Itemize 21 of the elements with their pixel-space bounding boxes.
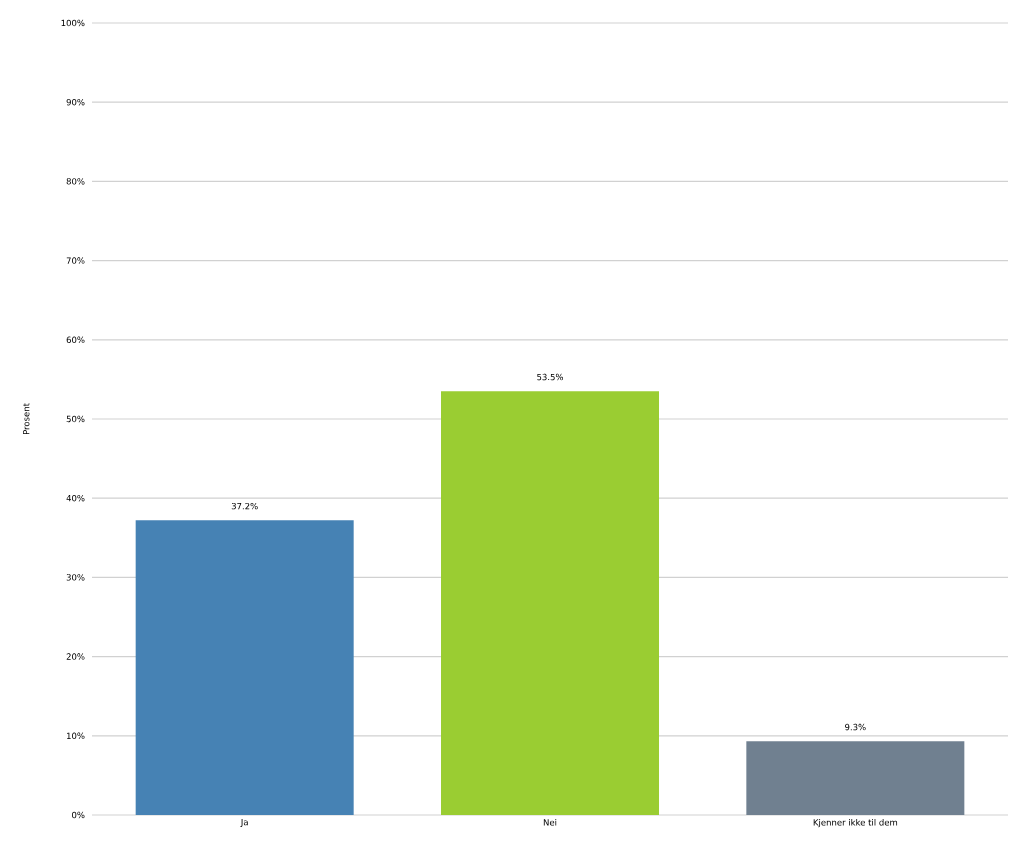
y-tick-label: 80% (66, 178, 85, 185)
x-tick-label: Ja (240, 819, 248, 827)
bar (441, 391, 660, 815)
y-tick-label: 100% (61, 19, 85, 27)
y-tick-label: 70% (66, 257, 85, 264)
x-tick-label: Kjenner ikke til dem (813, 819, 898, 828)
y-tick-label: 40% (66, 494, 85, 502)
data-label: 53.5% (537, 373, 564, 381)
y-tick-label: 30% (66, 574, 85, 581)
y-tick-label: 90% (66, 98, 85, 106)
y-tick-label: 0% (72, 811, 85, 819)
y-axis-title: Prosent (23, 403, 30, 435)
x-tick-label: Nei (543, 819, 557, 826)
y-tick-label: 10% (67, 732, 85, 739)
y-tick-label: 50% (66, 415, 85, 423)
bar (135, 520, 354, 815)
y-tick-label: 60% (66, 336, 85, 343)
y-tick-label: 20% (66, 653, 85, 660)
data-label: 37.2% (231, 502, 258, 510)
bar (746, 741, 965, 815)
data-label: 9.3% (845, 723, 866, 731)
